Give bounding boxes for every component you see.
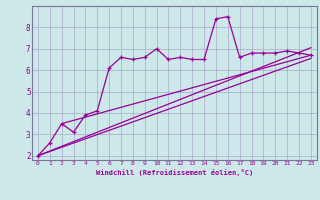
X-axis label: Windchill (Refroidissement éolien,°C): Windchill (Refroidissement éolien,°C) xyxy=(96,169,253,176)
